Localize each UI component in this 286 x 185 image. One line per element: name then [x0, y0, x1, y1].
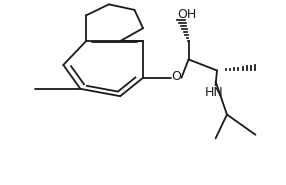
- Text: O: O: [171, 70, 181, 83]
- Text: OH: OH: [178, 8, 197, 21]
- Text: HN: HN: [205, 86, 224, 99]
